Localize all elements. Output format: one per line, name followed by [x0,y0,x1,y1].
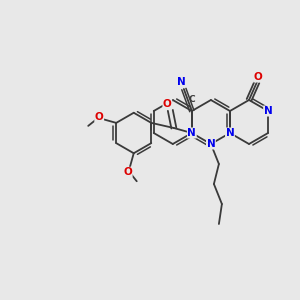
Text: O: O [163,99,172,109]
Text: O: O [254,72,262,82]
Text: N: N [206,139,215,149]
Text: O: O [95,112,103,122]
Text: O: O [123,167,132,177]
Text: C: C [188,95,195,104]
Text: N: N [178,77,186,87]
Text: N: N [226,128,234,138]
Text: N: N [188,128,196,138]
Text: N: N [264,106,272,116]
